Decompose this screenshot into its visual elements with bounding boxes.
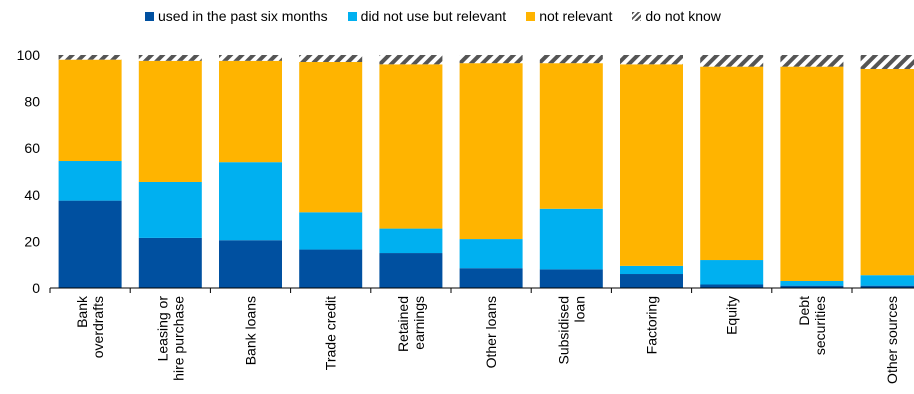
legend-label-used: used in the past six months — [158, 8, 328, 24]
bar-segment-5-series-3 — [379, 64, 443, 229]
legend-swatch-relevant — [347, 11, 357, 21]
x-axis: Bank overdrafts Leasing or hire purchase Ban… — [49, 287, 914, 384]
x-tick-label-2-line-2: hire purchase — [170, 296, 186, 381]
bar-segment-9-series-2 — [700, 260, 764, 285]
legend-label-do-not-know: do not know — [645, 8, 721, 24]
bar-segment-8-series-2 — [620, 265, 683, 275]
legend-label-relevant: did not use but relevant — [360, 8, 507, 24]
bar-segment-11-series-4 — [860, 55, 914, 69]
x-tick-label-1-line-1: Bank — [74, 295, 90, 328]
x-tick-label-8: Factoring — [644, 296, 660, 354]
bar-segment-5-series-2 — [379, 228, 443, 254]
bar-segment-2-series-2 — [138, 181, 202, 238]
x-tick-label-2-line-1: Leasing or — [154, 296, 170, 362]
legend-item-relevant: did not use but relevant — [347, 8, 507, 24]
legend-item-used: used in the past six months — [145, 8, 328, 24]
bar-segment-7-series-4 — [539, 55, 603, 64]
x-tick-label-11: Other sources — [884, 296, 900, 384]
legend: used in the past six months did not use … — [145, 8, 721, 24]
y-tick-label-60: 60 — [24, 140, 40, 156]
bar-segment-10-series-1 — [780, 285, 844, 288]
bar-segment-3-series-4 — [219, 55, 282, 61]
bar-segment-7-series-3 — [539, 63, 603, 209]
legend-item-not-relevant: not relevant — [526, 8, 612, 24]
bar-segment-9-series-3 — [700, 66, 764, 261]
y-tick-label-100: 100 — [17, 47, 41, 63]
bar-segment-1-series-4 — [58, 55, 122, 60]
x-tick-label-4: Trade credit — [323, 296, 339, 370]
bar-segment-3-series-1 — [219, 240, 282, 288]
bar-segment-7-series-2 — [539, 208, 603, 270]
bar-segment-10-series-4 — [780, 55, 844, 67]
y-axis: 0 20 40 60 80 100 — [17, 47, 41, 296]
bar-segment-2-series-1 — [138, 237, 202, 288]
x-tick-label-9: Equity — [724, 296, 740, 335]
bar-segment-6-series-1 — [459, 268, 523, 288]
y-tick-label-40: 40 — [24, 187, 40, 203]
bar-segment-5-series-1 — [379, 253, 443, 288]
bar-segment-3-series-2 — [219, 162, 282, 241]
bar-segment-10-series-2 — [780, 281, 844, 286]
y-tick-label-20: 20 — [24, 233, 40, 249]
bar-segment-9-series-4 — [700, 55, 764, 67]
bar-segment-2-series-4 — [138, 55, 202, 61]
bar-segment-10-series-3 — [780, 66, 844, 282]
legend-swatch-used — [145, 11, 154, 21]
bars — [58, 55, 914, 288]
bar-segment-11-series-2 — [860, 275, 914, 286]
bar-segment-11-series-1 — [860, 285, 914, 288]
bar-segment-8-series-4 — [620, 55, 683, 65]
bar-segment-4-series-3 — [299, 61, 363, 213]
x-tick-label-7-line-1: Subsidised — [555, 296, 571, 365]
x-tick-label-5-line-1: Retained — [395, 296, 411, 352]
bar-segment-1-series-2 — [58, 161, 122, 201]
bar-segment-1-series-3 — [58, 59, 122, 162]
x-tick-label-10-line-1: Debt — [796, 296, 812, 326]
legend-swatch-not-relevant — [526, 11, 536, 21]
bar-segment-11-series-3 — [860, 68, 914, 276]
bar-segment-9-series-1 — [700, 284, 764, 288]
legend-item-do-not-know: do not know — [632, 8, 721, 24]
bar-segment-7-series-1 — [539, 269, 603, 288]
x-tick-label-1-line-2: overdrafts — [90, 296, 106, 358]
x-tick-label-3: Bank loans — [243, 296, 259, 365]
x-tick-label-5-line-2: earnings — [411, 296, 427, 350]
bar-segment-3-series-3 — [219, 60, 282, 163]
x-tick-label-6: Other loans — [483, 296, 499, 368]
bar-segment-6-series-2 — [459, 239, 523, 269]
x-tick-label-10-line-2: securities — [812, 296, 828, 355]
bar-segment-2-series-3 — [138, 60, 202, 182]
legend-swatch-do-not-know — [632, 11, 642, 21]
y-tick-label-0: 0 — [32, 280, 40, 296]
bar-segment-8-series-1 — [620, 274, 683, 288]
bar-segment-1-series-1 — [58, 200, 122, 288]
bar-segment-8-series-3 — [620, 64, 683, 266]
bar-segment-4-series-1 — [299, 249, 363, 288]
bar-segment-4-series-2 — [299, 212, 363, 250]
bar-segment-5-series-4 — [379, 55, 443, 65]
bar-segment-6-series-3 — [459, 63, 523, 240]
legend-label-not-relevant: not relevant — [539, 8, 613, 24]
bar-segment-4-series-4 — [299, 55, 363, 62]
y-tick-label-80: 80 — [24, 94, 40, 110]
x-tick-label-7-line-2: loan — [571, 296, 587, 322]
bar-segment-6-series-4 — [459, 55, 523, 64]
